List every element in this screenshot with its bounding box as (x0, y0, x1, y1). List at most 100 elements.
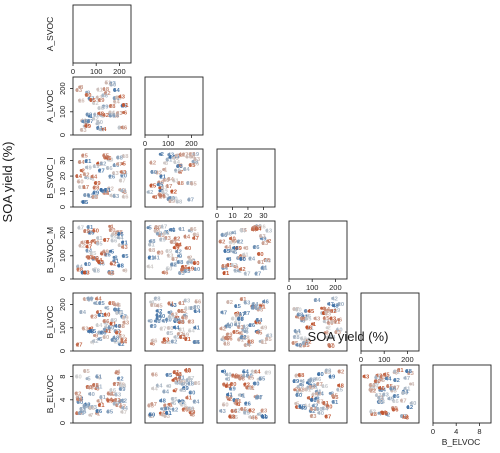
scatter-point (170, 313, 174, 317)
point-label: 9 (234, 239, 238, 245)
scatter-point (238, 331, 242, 335)
scatter-point (82, 405, 86, 409)
point-label: 11 (179, 227, 186, 233)
scatter-point (116, 155, 120, 159)
scatter-point (122, 320, 126, 324)
point-label: 14 (156, 384, 163, 390)
point-label: 26 (253, 245, 260, 251)
point-label: 56 (120, 383, 127, 389)
scatter-point (148, 239, 152, 243)
point-label: 29 (302, 341, 309, 347)
point-label: 1 (97, 411, 101, 417)
scatter-point (174, 168, 178, 172)
scatter-point (241, 374, 245, 378)
point-label: 4 (103, 127, 107, 133)
point-label: 23 (116, 111, 123, 117)
point-label: 23 (91, 314, 98, 320)
scatter-point (168, 196, 172, 200)
scatter-point (167, 310, 171, 314)
point-label: 22 (177, 332, 183, 338)
point-label: 54 (121, 340, 128, 346)
point-label: 36 (159, 193, 166, 199)
scatter-point (232, 398, 236, 402)
point-label: 23 (237, 325, 244, 331)
point-label: 28 (186, 181, 193, 187)
point-label: 30 (193, 261, 199, 267)
scatter-point (252, 245, 256, 249)
scatter-point (181, 407, 185, 411)
scatter-point (303, 338, 307, 342)
scatter-point (98, 301, 102, 305)
scatter-point (159, 327, 163, 331)
scatter-point (333, 320, 337, 324)
scatter-point (76, 180, 80, 184)
point-label: 5 (259, 377, 263, 383)
scatter-point (92, 333, 96, 337)
point-label: 30 (295, 307, 301, 313)
point-label: 53 (80, 128, 87, 134)
scatter-point (253, 369, 257, 373)
panel-B_SVOC_I-vs-A_SVOC (72, 148, 132, 208)
point-label: 30 (231, 317, 237, 323)
scatter-point (265, 334, 269, 338)
scatter-point (109, 193, 113, 197)
point-label: 3 (245, 246, 249, 252)
row-label: B_SVOC_M (45, 227, 55, 273)
point-label: 43 (120, 170, 127, 176)
point-label: 39 (111, 318, 118, 324)
scatter-point (157, 180, 161, 184)
point-label: 56 (306, 325, 313, 331)
point-label: 4 (240, 376, 244, 382)
point-label: 35 (107, 410, 114, 416)
scatter-point (181, 316, 185, 320)
scatter-point (118, 95, 122, 99)
scatter-point (115, 111, 119, 115)
scatter-point (245, 386, 249, 390)
point-label: 26 (104, 252, 111, 258)
y-tick-label: 8 (58, 375, 67, 379)
scatter-point (74, 374, 78, 378)
point-label: 45 (331, 394, 338, 400)
point-label: 10 (113, 163, 119, 169)
row-label: B_LVOC (45, 306, 55, 339)
point-label: 20 (230, 382, 236, 388)
point-label: 17 (400, 399, 406, 405)
scatter-point (243, 343, 247, 347)
point-label: 19 (239, 254, 246, 260)
point-label: 45 (232, 415, 239, 421)
point-label: 31 (148, 243, 155, 249)
scatter-point (224, 245, 228, 249)
scatter-point (159, 238, 163, 242)
point-label: 27 (171, 240, 177, 246)
point-label: 4 (172, 227, 176, 233)
point-label: 38 (118, 324, 125, 330)
scatter-point (187, 408, 191, 412)
scatter-point (165, 249, 169, 253)
scatter-point (243, 300, 247, 304)
scatter-point (221, 403, 225, 407)
scatter-point (192, 236, 196, 240)
point-label: 33 (176, 164, 183, 170)
point-label: 6 (339, 317, 343, 323)
scatter-point (91, 101, 95, 105)
scatter-point (77, 160, 81, 164)
scatter-point (251, 302, 255, 306)
scatter-point (337, 302, 341, 306)
point-label: 29 (93, 191, 100, 197)
scatter-point (168, 155, 172, 159)
scatter-point (186, 261, 190, 265)
panel-B_LVOC (360, 292, 420, 352)
point-label: 5 (148, 226, 152, 232)
scatter-point (110, 318, 114, 322)
point-label: 45 (105, 156, 112, 162)
point-label: 5 (86, 122, 90, 128)
scatter-point (244, 401, 248, 405)
point-label: 38 (119, 384, 126, 390)
point-label: 27 (109, 81, 115, 87)
point-label: 16 (122, 195, 129, 201)
scatter-point (87, 329, 91, 333)
point-label: 47 (327, 302, 333, 308)
scatter-point (94, 297, 98, 301)
scatter-point (220, 233, 224, 237)
point-label: 38 (298, 373, 305, 379)
